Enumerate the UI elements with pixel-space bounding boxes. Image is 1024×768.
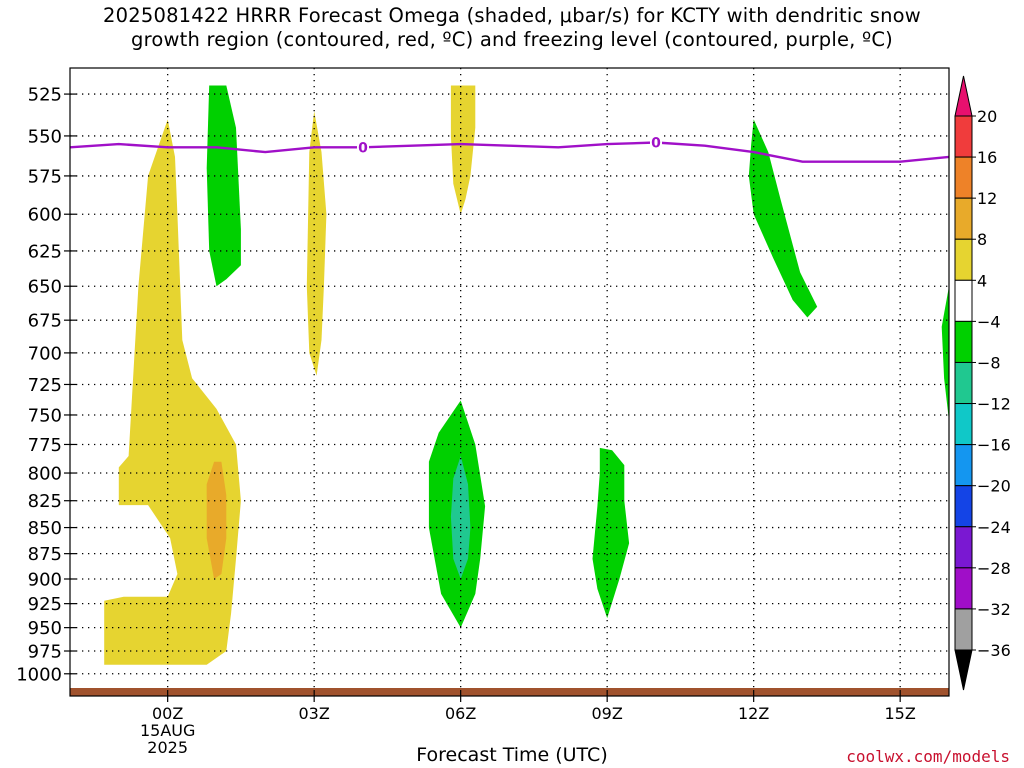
x-tick-label: 15AUG (140, 721, 195, 740)
colorbar-bin (954, 197, 973, 240)
x-tick-label: 00Z (152, 704, 183, 723)
pressure-axis: 525 550 575 600 625 650 675 700 725 750 775 800 825 8… (16, 85, 76, 685)
y-tick-label: 950 (28, 618, 62, 639)
y-tick-label: 700 (28, 343, 62, 364)
colorbar-tick-label: 20 (977, 107, 997, 126)
colorbar-bin (954, 279, 973, 322)
terrain-band (70, 688, 949, 696)
omega-region-yellow-column-06z (450, 85, 476, 215)
y-tick-label: 600 (28, 205, 62, 226)
source-credit: coolwx.com/models (846, 747, 1010, 766)
x-tick-label: 12Z (738, 704, 769, 723)
y-tick-label: 975 (28, 642, 62, 663)
chart-title-line-2: growth region (contoured, red, ºC) and f… (131, 28, 893, 51)
plot-frame (69, 67, 950, 697)
colorbar-tick-label: 4 (977, 271, 987, 290)
y-tick-label: 650 (28, 277, 62, 298)
y-tick-label: 525 (28, 85, 62, 106)
x-tick-label: 06Z (445, 704, 476, 723)
y-tick-label: 875 (28, 544, 62, 565)
colorbar-bin (954, 567, 973, 610)
colorbar-tick-label: −4 (977, 312, 1001, 331)
colorbar-tick-label: −16 (977, 436, 1011, 455)
colorbar-tick-label: −12 (977, 395, 1011, 414)
x-tick-label: 2025 (147, 738, 188, 757)
omega-region-green-column-01z (206, 85, 241, 287)
colorbar-bin (954, 238, 973, 281)
colorbar-bin (954, 156, 973, 199)
y-tick-label: 550 (28, 126, 62, 147)
colorbar-bin (954, 403, 973, 446)
y-tick-label: 625 (28, 241, 62, 262)
freezing-level-label-bg (650, 134, 662, 149)
y-tick-label: 1000 (16, 664, 62, 685)
y-tick-label: 775 (28, 435, 62, 456)
colorbar-bin (954, 361, 973, 405)
colorbar-tick-label: −24 (977, 518, 1011, 537)
colorbar-bin (954, 526, 973, 569)
colorbar-bin (954, 485, 973, 528)
y-tick-label: 750 (28, 405, 62, 426)
omega-colorbar: 20 16 12 8 4 −4 −8 −12 −16 −20 −24 −28 −32 −36 (954, 75, 1011, 691)
freezing-level-label-bg (357, 139, 369, 154)
y-tick-label: 675 (28, 311, 62, 332)
colorbar-tick-label: −36 (977, 641, 1011, 660)
freezing-level-label: 0 (651, 135, 661, 151)
y-tick-label: 850 (28, 518, 62, 539)
chart-title: 2025081422 HRRR Forecast Omega (shaded, … (0, 4, 1024, 52)
freezing-level-label: 0 (358, 140, 368, 156)
freezing-level-line (70, 141, 949, 163)
y-tick-label: 925 (28, 594, 62, 615)
y-tick-label: 800 (28, 464, 62, 485)
omega-region-green-lobe-09z (592, 447, 630, 619)
omega-region-yellow-column-03z (306, 111, 327, 376)
colorbar-top-arrow (954, 75, 973, 117)
colorbar-bin (954, 320, 973, 363)
x-axis-label: Forecast Time (UTC) (416, 744, 608, 766)
x-tick-label: 15Z (885, 704, 916, 723)
omega-region-green-plume-12z (748, 119, 818, 318)
colorbar-bin (954, 444, 973, 487)
colorbar-bin (954, 115, 973, 158)
colorbar-tick-label: −20 (977, 477, 1011, 496)
omega-region-teal-core-06z (450, 456, 471, 579)
colorbar-tick-label: −32 (977, 600, 1011, 619)
omega-region-green-edge-16z (941, 286, 949, 421)
colorbar-tick-label: 8 (977, 230, 987, 249)
colorbar-tick-label: −28 (977, 559, 1011, 578)
colorbar-tick-label: 16 (977, 148, 997, 167)
colorbar-tick-label: 12 (977, 189, 997, 208)
omega-region-orange-core-01z (206, 461, 227, 579)
y-tick-label: 725 (28, 375, 62, 396)
x-tick-label: 03Z (299, 704, 330, 723)
colorbar-tick-label: −8 (977, 353, 1001, 372)
y-tick-label: 825 (28, 491, 62, 512)
colorbar-bottom-arrow (954, 649, 973, 691)
y-tick-label: 575 (28, 166, 62, 187)
colorbar-bin (954, 608, 973, 651)
x-tick-label: 09Z (592, 704, 623, 723)
y-tick-label: 900 (28, 569, 62, 590)
chart-title-line-1: 2025081422 HRRR Forecast Omega (shaded, … (103, 4, 921, 27)
